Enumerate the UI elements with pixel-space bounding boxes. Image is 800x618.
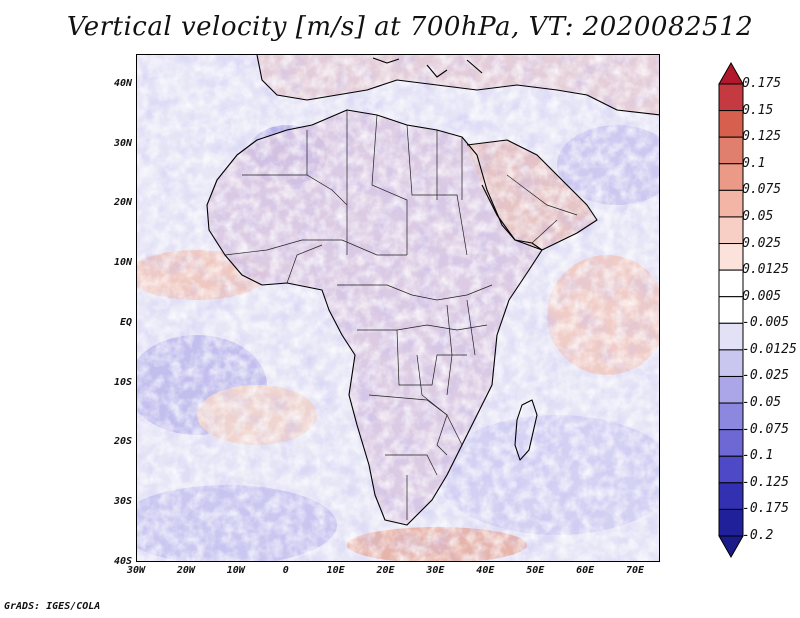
lon-label: 50E [526,565,545,576]
lat-label: 10S [113,376,132,388]
colorbar-segment [718,482,744,510]
colorbar-level-label: -0.2 [742,528,774,543]
coastlines [206,55,659,526]
colorbar-level-label: 0.075 [742,182,782,198]
colorbar-segment [718,243,744,271]
lat-label: 20N [113,197,132,209]
lat-label: 40S [113,556,132,567]
lon-label: 30E [426,565,445,576]
colorbar-level-label: -0.125 [742,474,789,490]
colorbar-level-label: 0.025 [742,235,782,251]
colorbar-level-label: -0.075 [742,421,789,437]
lon-label: 10W [226,565,245,576]
colorbar-level-label: -0.05 [742,395,782,411]
lon-label: 20E [376,565,395,576]
colorbar-segment [718,322,744,351]
lat-label: 20S [113,436,132,448]
colorbar-level-label: -0.0125 [742,341,797,357]
map-panel [136,54,660,562]
colorbar-level-label: 0.15 [742,102,774,118]
colorbar-segment [718,216,744,245]
lon-label: 30W [126,565,146,576]
colorbar-segment [718,110,744,138]
lat-label: 40N [113,77,132,89]
colorbar-level-label: -0.005 [742,315,789,331]
credit-text: GrADS: IGES/COLA [4,601,101,612]
lon-label: 0 [282,565,289,576]
colorbar-level-label: 0.175 [742,76,782,91]
lon-label: 10E [326,565,345,576]
chart-title: Vertical velocity [m/s] at 700hPa, VT: 2… [66,12,754,42]
lon-label: 40E [476,565,495,576]
colorbar-level-label: 0.005 [742,288,782,304]
colorbar-segment [718,375,744,404]
lat-label: 30S [113,496,132,508]
colorbar-bottom-triangle [718,535,744,558]
colorbar-level-label: 0.1 [742,155,766,171]
colorbar-level-label: -0.1 [742,448,774,464]
colorbar-segment [718,83,744,112]
colorbar-segment [718,429,744,457]
lon-label: 20W [176,565,195,576]
colorbar-segment [718,296,744,324]
colorbar-level-label: -0.175 [742,501,789,517]
country-borders [224,110,578,520]
colorbar-segment [718,189,744,218]
colorbar-segment [718,349,744,377]
colorbar-segment [718,163,744,191]
colorbar-level-label: 0.125 [742,129,782,145]
map-canvas [137,55,659,561]
colorbar-segment [718,455,744,484]
lat-label: 30N [113,137,132,149]
colorbar-level-label: 0.05 [742,208,774,224]
colorbar-level-label: 0.0125 [742,262,789,278]
lat-label: EQ [119,316,132,328]
colorbar-segment [718,508,744,537]
lat-label: 10N [113,257,132,269]
colorbar-level-label: -0.025 [742,368,789,384]
lon-label: 70E [626,565,645,576]
colorbar-segment [718,136,744,165]
colorbar-segment [718,402,744,431]
colorbar-segment [718,269,744,298]
lon-label: 60E [576,565,595,576]
colorbar [718,62,744,558]
colorbar-top-triangle [718,62,744,85]
